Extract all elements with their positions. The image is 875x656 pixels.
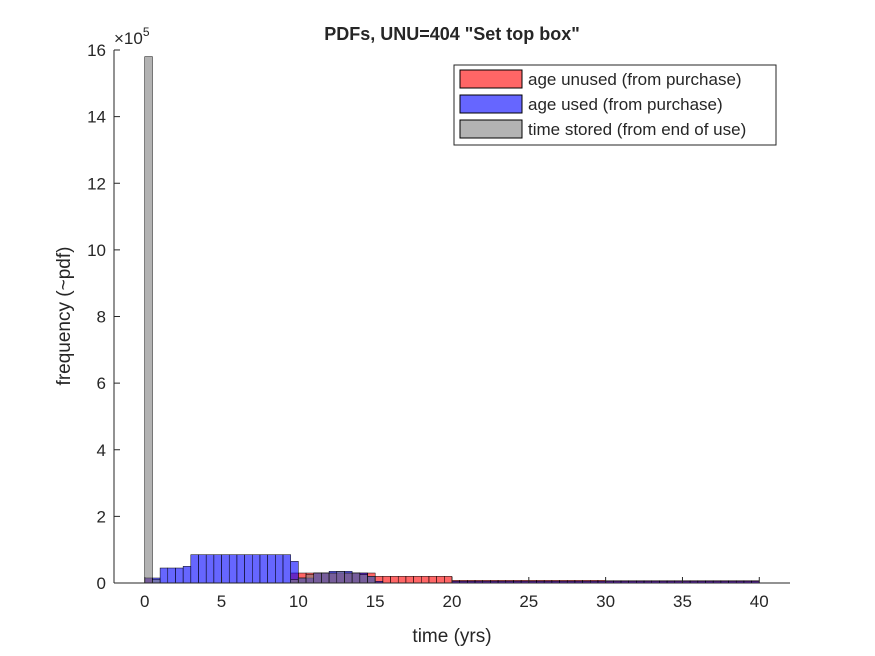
- bar-series-0-bin-16: [405, 576, 414, 584]
- x-tick-label: 30: [596, 592, 615, 611]
- bar-series-1-bin-7: [198, 554, 207, 584]
- bar-series-2-bin-0: [144, 56, 153, 584]
- bar-series-2-bin-12: [367, 576, 376, 584]
- y-ticks: 0 2 4 6 8 10 12 14 16: [87, 41, 120, 593]
- y-tick-label: 14: [87, 108, 106, 127]
- bar-series-0-bin-18: [421, 576, 430, 584]
- y-tick-label: 4: [97, 441, 106, 460]
- bar-series-0-bin-19: [428, 576, 437, 584]
- bar-series-1-bin-17: [275, 554, 284, 584]
- legend-swatch-0: [459, 69, 523, 89]
- y-tick-label: 2: [97, 507, 106, 526]
- chart-title: PDFs, UNU=404 "Set top box": [324, 24, 580, 44]
- legend-label-2: time stored (from end of use): [528, 120, 746, 139]
- bar-series-2-bin-10: [351, 572, 361, 584]
- y-exponent-power: 5: [143, 25, 150, 39]
- y-axis-label: frequency (~pdf): [54, 247, 75, 386]
- bar-series-0-bin-15: [397, 576, 407, 584]
- bar-series-1-bin-4: [175, 567, 184, 584]
- bar-series-1-bin-15: [259, 554, 268, 584]
- bar-series-1-bin-10: [221, 554, 230, 584]
- bar-series-1-bin-12: [236, 554, 245, 584]
- x-tick-label: 5: [217, 592, 226, 611]
- y-exponent-base: ×105: [114, 25, 150, 48]
- bar-series-2-bin-7: [328, 572, 338, 584]
- x-axis-label: time (yrs): [412, 626, 491, 647]
- bar-series-0-bin-17: [413, 576, 422, 584]
- x-tick-label: 0: [140, 592, 149, 611]
- bar-series-1-bin-5: [182, 566, 192, 584]
- x-tick-label: 10: [289, 592, 308, 611]
- x-tick-label: 20: [443, 592, 462, 611]
- bar-series-1-bin-6: [190, 554, 199, 584]
- legend-swatch-2: [459, 119, 523, 139]
- y-tick-label: 16: [87, 41, 106, 60]
- legend-label-1: age used (from purchase): [528, 95, 723, 114]
- bar-series-0-bin-14: [390, 576, 399, 584]
- y-tick-label: 8: [97, 308, 106, 327]
- x-tick-label: 35: [673, 592, 692, 611]
- bar-series-0-bin-13: [382, 576, 391, 584]
- x-tick-label: 40: [750, 592, 769, 611]
- x-tick-label: 25: [519, 592, 538, 611]
- bar-series-1-bin-16: [267, 554, 276, 584]
- bar-series-1-bin-13: [244, 554, 253, 584]
- x-ticks: 0 5 10 15 20 25 30 35 40: [140, 577, 769, 611]
- bar-series-1-bin-14: [252, 554, 261, 584]
- bar-series-2-bin-9: [344, 572, 353, 584]
- bar-series-2-bin-6: [321, 572, 330, 584]
- bar-series-0-bin-21: [444, 576, 453, 584]
- y-tick-label: 10: [87, 241, 106, 260]
- bar-series-0-bin-20: [436, 576, 445, 584]
- bar-series-1-bin-3: [167, 567, 176, 584]
- bar-series-1-bin-2: [159, 567, 169, 584]
- y-tick-label: 12: [87, 174, 106, 193]
- bar-series-2-bin-3: [298, 577, 307, 584]
- bar-series-1-bin-8: [205, 554, 215, 584]
- x-tick-label: 15: [366, 592, 385, 611]
- bar-series-2-bin-4: [305, 574, 314, 584]
- bar-series-1-bin-9: [213, 554, 222, 584]
- y-tick-label: 0: [97, 574, 106, 593]
- bar-series-1-bin-18: [282, 554, 291, 584]
- bar-series-2-bin-8: [336, 571, 345, 584]
- bar-series-2-bin-5: [313, 572, 322, 584]
- legend-label-0: age unused (from purchase): [528, 70, 742, 89]
- y-tick-label: 6: [97, 374, 106, 393]
- legend-swatch-1: [459, 94, 523, 114]
- bar-series-1-bin-11: [228, 554, 238, 584]
- bar-series-2-bin-11: [359, 574, 368, 584]
- y-exponent-prefix: ×10: [114, 29, 143, 48]
- legend: age unused (from purchase) age used (from…: [453, 64, 777, 146]
- bars-layer: [144, 56, 760, 584]
